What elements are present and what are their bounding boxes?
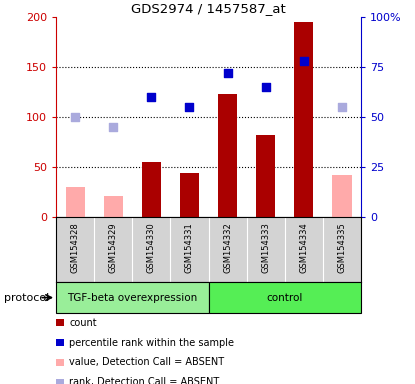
Bar (332, 175, 352, 217)
Text: control: control (266, 293, 303, 303)
Text: GSM154334: GSM154334 (299, 222, 308, 273)
Point (300, 58, 307, 64)
Point (72, 114, 78, 120)
Bar (104, 196, 123, 217)
Text: GSM154333: GSM154333 (261, 222, 270, 273)
Text: rank, Detection Call = ABSENT: rank, Detection Call = ABSENT (69, 377, 220, 384)
Point (224, 70, 231, 76)
Bar (142, 162, 161, 217)
Bar (294, 22, 313, 217)
Point (110, 124, 117, 130)
Text: GSM154328: GSM154328 (71, 222, 80, 273)
Bar (218, 94, 237, 217)
Bar (256, 135, 275, 217)
Point (339, 104, 345, 110)
Text: GSM154330: GSM154330 (147, 222, 156, 273)
Title: GDS2974 / 1457587_at: GDS2974 / 1457587_at (131, 2, 286, 15)
Bar (56, 282, 209, 313)
Text: protocol: protocol (4, 293, 49, 303)
Text: GSM154332: GSM154332 (223, 222, 232, 273)
Text: value, Detection Call = ABSENT: value, Detection Call = ABSENT (69, 358, 225, 367)
Bar (209, 282, 361, 313)
Point (262, 84, 269, 90)
Text: percentile rank within the sample: percentile rank within the sample (69, 338, 234, 348)
Bar (180, 173, 199, 217)
Text: GSM154331: GSM154331 (185, 222, 194, 273)
Text: TGF-beta overexpression: TGF-beta overexpression (67, 293, 198, 303)
Point (186, 104, 193, 110)
Text: GSM154335: GSM154335 (337, 222, 347, 273)
Bar (66, 187, 85, 217)
Text: count: count (69, 318, 97, 328)
Text: GSM154329: GSM154329 (109, 222, 118, 273)
Point (148, 94, 155, 100)
